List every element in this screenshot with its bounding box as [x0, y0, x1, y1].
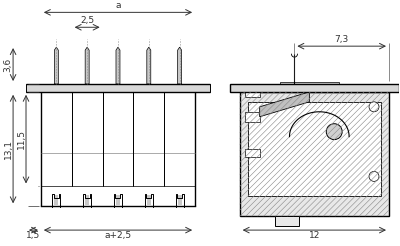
Bar: [245, 112, 260, 122]
Polygon shape: [240, 92, 389, 216]
Text: a+2,5: a+2,5: [104, 231, 132, 240]
Text: 13,1: 13,1: [4, 139, 13, 159]
Text: 11,5: 11,5: [16, 129, 26, 149]
Polygon shape: [147, 47, 151, 84]
Polygon shape: [54, 47, 58, 84]
Bar: [280, 82, 339, 92]
Text: 7,3: 7,3: [334, 35, 349, 44]
Text: a: a: [115, 1, 121, 10]
Circle shape: [369, 102, 379, 112]
Circle shape: [369, 171, 379, 181]
Bar: [245, 89, 260, 97]
Text: 12: 12: [309, 231, 320, 240]
Polygon shape: [147, 195, 151, 205]
Polygon shape: [178, 195, 182, 205]
Bar: [245, 149, 260, 156]
Polygon shape: [54, 195, 58, 205]
Polygon shape: [260, 92, 309, 117]
Circle shape: [326, 124, 342, 140]
Polygon shape: [274, 216, 300, 226]
Polygon shape: [230, 84, 399, 92]
Polygon shape: [178, 47, 182, 84]
Polygon shape: [85, 195, 89, 205]
Polygon shape: [248, 102, 381, 196]
Polygon shape: [85, 47, 89, 84]
Polygon shape: [26, 84, 210, 92]
Text: 3,6: 3,6: [4, 57, 13, 72]
Polygon shape: [116, 195, 120, 205]
Polygon shape: [116, 47, 120, 84]
Text: 1,5: 1,5: [26, 231, 40, 240]
Text: 2,5: 2,5: [80, 16, 94, 25]
